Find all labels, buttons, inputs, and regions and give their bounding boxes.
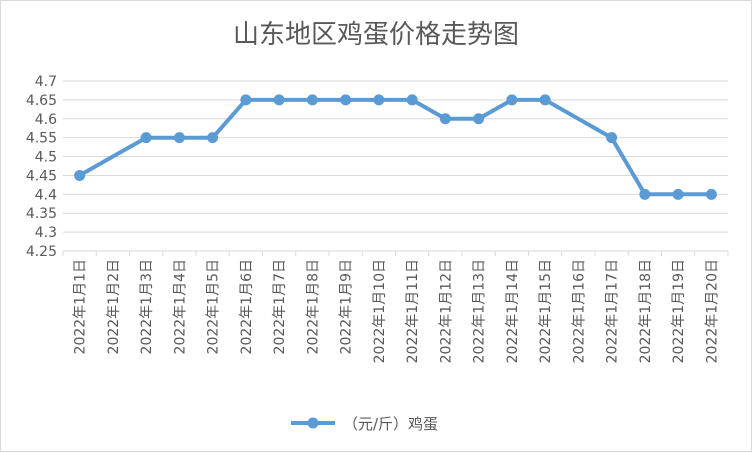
x-tick-label: 2022年1月14日 (505, 259, 521, 363)
x-axis: 2022年1月1日 2022年1月2日 2022年1月3日 2022年1月4日 2022… (62, 251, 729, 363)
x-tick-label: 2022年1月19日 (671, 259, 687, 363)
series-line (78, 97, 712, 197)
x-tick-label: 2022年1月10日 (372, 259, 388, 363)
data-point (306, 94, 318, 106)
y-tick-label: 4.55 (26, 131, 57, 147)
data-point (173, 132, 185, 144)
x-tick-label: 2022年1月12日 (438, 259, 454, 363)
x-tick-label: 2022年1月9日 (339, 259, 355, 354)
data-point (273, 94, 285, 106)
data-point (539, 94, 551, 106)
data-point (240, 94, 252, 106)
data-point (74, 169, 86, 181)
x-tick-label: 2022年1月3日 (139, 259, 155, 354)
data-point (373, 94, 385, 106)
data-point (140, 132, 152, 144)
x-tick-label: 2022年1月7日 (272, 259, 288, 354)
x-tick-label: 2022年1月5日 (206, 259, 222, 354)
legend-marker (307, 417, 319, 429)
legend: （元/斤）鸡蛋 (291, 415, 438, 433)
x-tick-label: 2022年1月15日 (538, 259, 554, 363)
x-tick-label: 2022年1月13日 (472, 259, 488, 363)
y-axis-ticks: 4.25 4.3 4.35 4.4 4.45 4.5 4.55 4.6 4.65 4.7 (26, 74, 57, 260)
data-point (207, 132, 219, 144)
data-point (672, 188, 684, 200)
y-tick-label: 4.4 (35, 187, 57, 203)
chart-title: 山东地区鸡蛋价格走势图 (233, 20, 519, 50)
y-tick-label: 4.25 (26, 244, 57, 260)
x-tick-label: 2022年1月16日 (571, 259, 587, 363)
y-tick-label: 4.5 (35, 150, 57, 166)
x-tick-label: 2022年1月2日 (106, 259, 122, 354)
data-point (705, 188, 717, 200)
x-tick-label: 2022年1月6日 (239, 259, 255, 354)
x-tick-label: 2022年1月11日 (405, 259, 421, 363)
data-point (639, 188, 651, 200)
data-point (473, 113, 485, 125)
series-layer (74, 94, 717, 200)
x-tick-label: 2022年1月8日 (305, 259, 321, 354)
y-tick-label: 4.65 (26, 93, 57, 109)
x-tick-label: 2022年1月4日 (172, 259, 188, 354)
y-tick-label: 4.6 (35, 112, 57, 128)
y-tick-label: 4.35 (26, 206, 57, 222)
y-tick-label: 4.45 (26, 168, 57, 184)
y-tick-label: 4.3 (35, 225, 57, 241)
y-tick-label: 4.7 (35, 74, 57, 90)
x-tick-label: 2022年1月18日 (638, 259, 654, 363)
data-point (506, 94, 518, 106)
data-point (406, 94, 418, 106)
data-point (340, 94, 352, 106)
x-tick-label: 2022年1月20日 (704, 259, 720, 363)
data-point (439, 113, 451, 125)
legend-label: （元/斤）鸡蛋 (343, 415, 438, 433)
x-tick-label: 2022年1月1日 (73, 259, 89, 354)
data-point (606, 132, 618, 144)
x-tick-label: 2022年1月17日 (605, 259, 621, 363)
